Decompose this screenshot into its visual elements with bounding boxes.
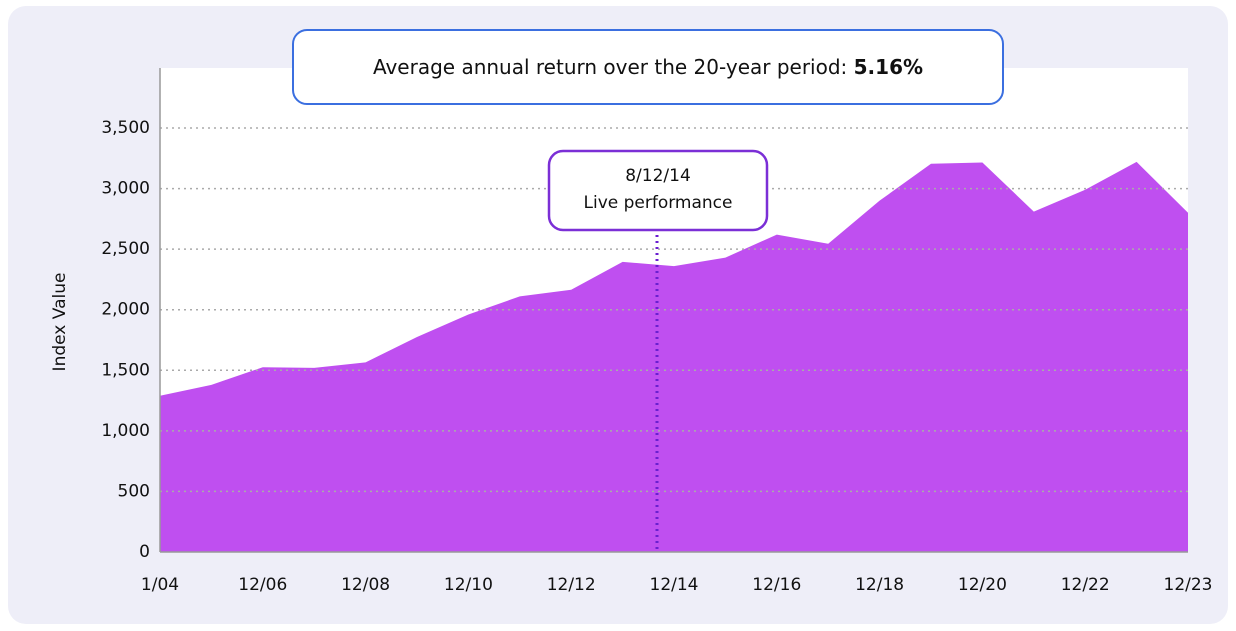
x-tick-label: 12/06 bbox=[238, 575, 287, 595]
x-tick-label: 12/14 bbox=[650, 575, 699, 595]
y-tick-label: 1,000 bbox=[101, 421, 150, 441]
chart-title: Average annual return over the 20-year p… bbox=[373, 55, 923, 79]
title-text: Average annual return over the 20-year p… bbox=[373, 55, 847, 79]
x-tick-label: 12/23 bbox=[1164, 575, 1213, 595]
title-box bbox=[292, 29, 1004, 105]
x-tick-label: 12/16 bbox=[752, 575, 801, 595]
y-tick-label: 1,500 bbox=[101, 360, 150, 380]
y-axis-label: Index Value bbox=[50, 273, 70, 372]
x-tick-label: 12/18 bbox=[855, 575, 904, 595]
x-tick-label: 12/10 bbox=[444, 575, 493, 595]
annotation-box bbox=[547, 149, 769, 232]
x-tick-label: 12/20 bbox=[958, 575, 1007, 595]
x-tick-label: 1/04 bbox=[141, 575, 179, 595]
y-tick-label: 2,500 bbox=[101, 239, 150, 259]
y-tick-label: 0 bbox=[139, 542, 150, 562]
y-tick-label: 2,000 bbox=[101, 300, 150, 320]
x-tick-label: 12/08 bbox=[341, 575, 390, 595]
y-tick-label: 3,000 bbox=[101, 179, 150, 199]
x-tick-label: 12/22 bbox=[1061, 575, 1110, 595]
y-tick-label: 500 bbox=[118, 481, 150, 501]
area bbox=[160, 161, 1188, 553]
x-tick-label: 12/12 bbox=[547, 575, 596, 595]
y-tick-label: 3,500 bbox=[101, 118, 150, 138]
title-value: 5.16% bbox=[854, 55, 923, 79]
annotation-text: Live performance bbox=[584, 193, 733, 213]
annotation-date: 8/12/14 bbox=[625, 166, 691, 186]
